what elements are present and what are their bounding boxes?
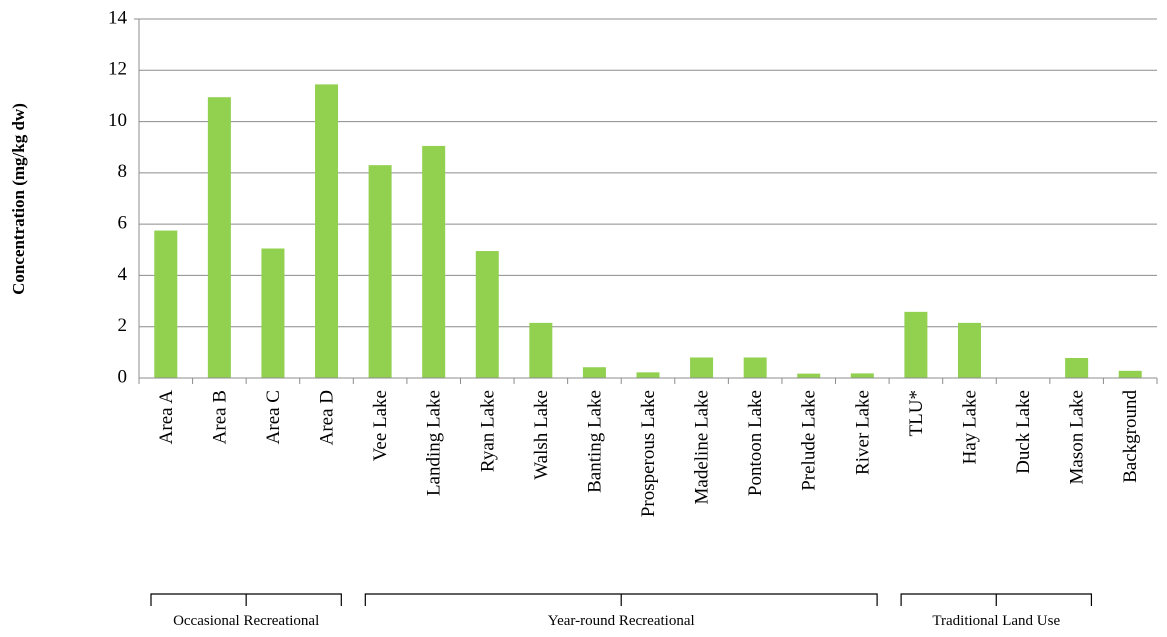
bar bbox=[582, 367, 606, 378]
bar bbox=[475, 251, 499, 378]
y-tick-label: 8 bbox=[118, 161, 128, 182]
x-category-label: Area A bbox=[156, 390, 177, 445]
x-category-label: Landing Lake bbox=[424, 390, 445, 496]
x-category-label: Area B bbox=[209, 390, 230, 444]
bar bbox=[636, 372, 660, 378]
x-category-label: Area C bbox=[263, 390, 284, 444]
group-label: Year-round Recreational bbox=[548, 613, 695, 629]
x-category-label: Vee Lake bbox=[370, 390, 391, 461]
x-category-label: Walsh Lake bbox=[531, 390, 552, 480]
bar bbox=[904, 311, 928, 378]
bar bbox=[368, 165, 392, 378]
bar bbox=[850, 373, 874, 378]
x-category-label: Background bbox=[1120, 390, 1141, 483]
bar bbox=[957, 322, 981, 378]
group-bracket bbox=[150, 593, 342, 606]
group-bracket bbox=[900, 593, 1093, 606]
x-category-label: Banting Lake bbox=[584, 390, 605, 493]
gridlines bbox=[139, 18, 1157, 328]
y-tick-label: 14 bbox=[108, 7, 128, 28]
bar bbox=[743, 357, 767, 378]
x-category-label: Hay Lake bbox=[959, 390, 980, 464]
bar bbox=[797, 373, 821, 378]
y-tick-label: 12 bbox=[108, 59, 127, 80]
y-tick-label: 0 bbox=[118, 366, 128, 387]
x-category-label: Pontoon Lake bbox=[745, 390, 766, 496]
x-category-label: TLU* bbox=[906, 390, 927, 436]
category-labels: Area A Area B Area C Area D Vee Lake Landing … bbox=[156, 390, 1141, 518]
bar bbox=[529, 322, 553, 378]
y-tick-label: 2 bbox=[118, 315, 128, 336]
bar bbox=[315, 84, 339, 378]
bar bbox=[1065, 357, 1089, 378]
bar bbox=[261, 248, 285, 378]
x-category-label: Duck Lake bbox=[1013, 390, 1034, 474]
y-axis-title: Concentration (mg/kg dw) bbox=[9, 103, 28, 295]
x-category-label: Prelude Lake bbox=[799, 390, 820, 491]
group-bracket bbox=[364, 593, 878, 606]
bar bbox=[422, 145, 446, 378]
x-category-label: Madeline Lake bbox=[692, 390, 713, 504]
y-tick-label: 10 bbox=[108, 110, 127, 131]
bar bbox=[154, 230, 178, 378]
group-brackets: Occasional Recreational Year-round Recrea… bbox=[150, 593, 1093, 629]
y-tick-label: 6 bbox=[118, 213, 128, 234]
y-tick-label: 4 bbox=[118, 264, 128, 285]
bar bbox=[690, 357, 714, 378]
bars bbox=[154, 84, 1142, 378]
y-tick-labels: 0 2 4 6 8 10 12 14 bbox=[108, 7, 128, 387]
x-category-label: Mason Lake bbox=[1067, 390, 1088, 484]
group-label: Occasional Recreational bbox=[173, 613, 319, 629]
bar bbox=[207, 97, 231, 378]
x-category-label: Ryan Lake bbox=[477, 390, 498, 472]
bar bbox=[1118, 370, 1142, 378]
group-label: Traditional Land Use bbox=[932, 613, 1060, 629]
x-category-label: Area D bbox=[317, 390, 338, 445]
x-category-label: River Lake bbox=[852, 390, 873, 475]
axes bbox=[134, 18, 1158, 384]
x-category-label: Prosperous Lake bbox=[638, 390, 659, 517]
